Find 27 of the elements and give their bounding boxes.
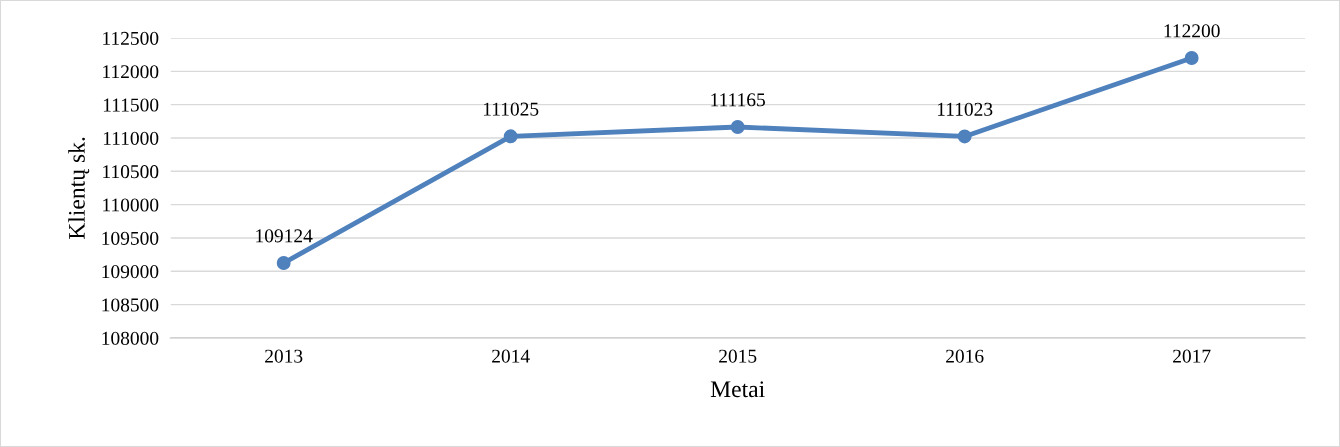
data-label: 111025 (483, 102, 539, 116)
point (957, 129, 972, 144)
y-tick-label: 111500 (103, 98, 159, 112)
data-label: 111165 (711, 93, 765, 107)
point (730, 120, 745, 134)
point (276, 256, 291, 270)
x-tick-label: 2017 (1173, 349, 1211, 363)
data-label: 109124 (256, 229, 313, 243)
y-tick-label: 108000 (102, 331, 159, 345)
point (1184, 51, 1199, 65)
point (503, 129, 518, 144)
y-tick-label: 108500 (102, 298, 159, 312)
x-tick-label: 2014 (492, 349, 530, 363)
y-tick-label: 110000 (103, 198, 159, 212)
y-tick-label: 109500 (102, 231, 159, 245)
x-tick-label: 2013 (265, 349, 303, 363)
x-tick-label: 2015 (719, 349, 757, 363)
x-axis-title: Metai (710, 381, 765, 398)
y-tick-label: 109000 (102, 265, 159, 279)
y-tick-label: 111000 (103, 131, 159, 145)
y-tick-label: 112500 (103, 31, 159, 45)
data-label: 111023 (937, 102, 993, 116)
y-tick-label: 110500 (103, 165, 159, 179)
data-label: 112200 (1164, 24, 1220, 38)
x-tick-label: 2016 (946, 349, 984, 363)
y-tick-label: 112000 (103, 65, 159, 79)
y-axis-title: Klientų sk. (68, 137, 90, 240)
